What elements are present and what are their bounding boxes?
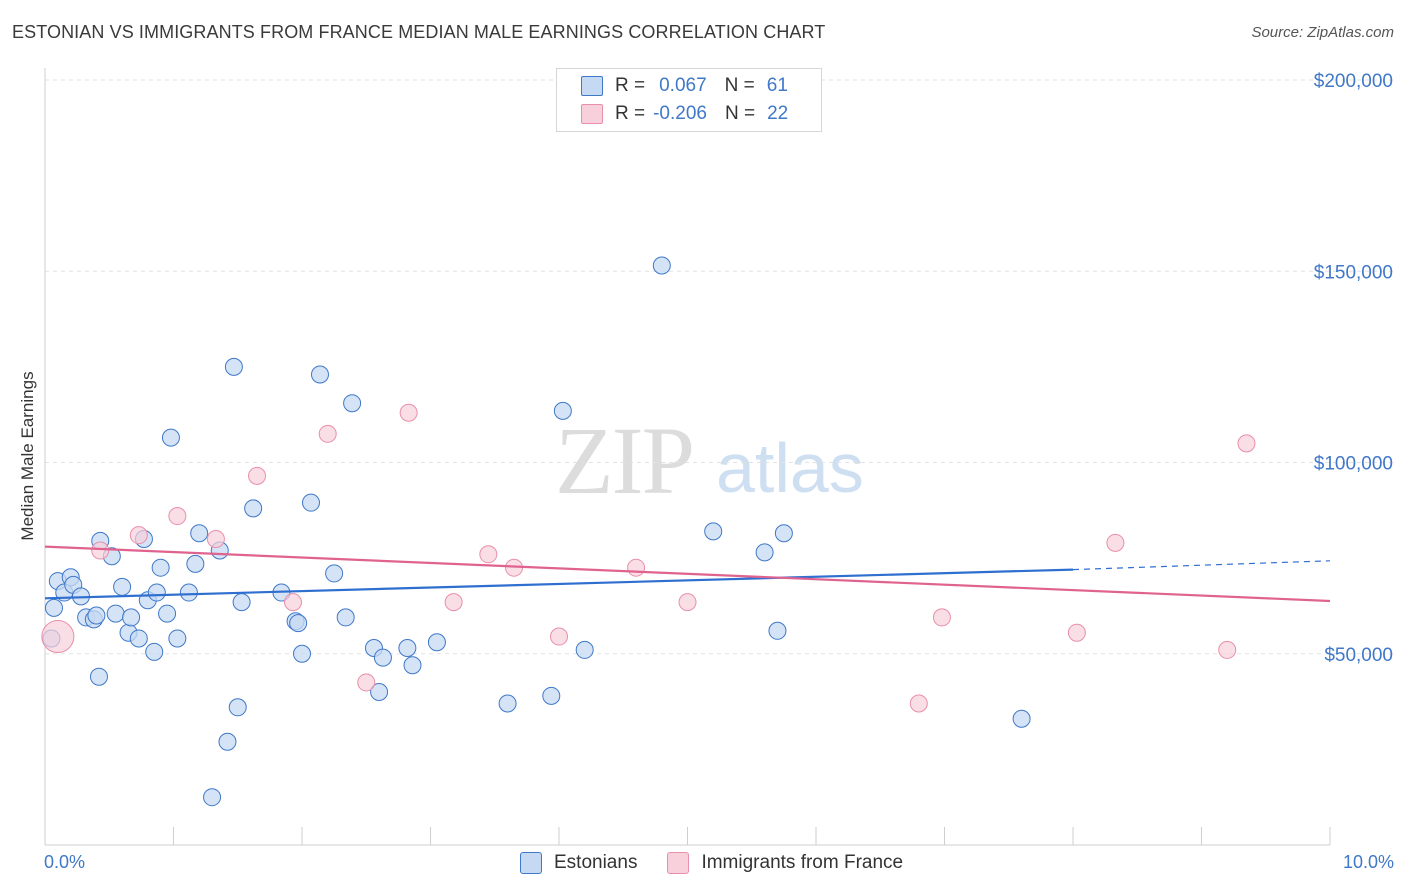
legend-label-estonians: Estonians	[554, 852, 638, 873]
x-tick-label-min: 0.0%	[44, 852, 86, 872]
france-point	[91, 541, 110, 560]
estonians-trend-extension	[1072, 560, 1331, 571]
legend-swatch-estonians	[520, 852, 542, 874]
estonians-point	[87, 606, 106, 625]
estonians-point	[310, 365, 329, 384]
france-point	[678, 593, 697, 612]
france-point	[1067, 623, 1086, 642]
legend-label-france: Immigrants from France	[701, 852, 904, 873]
estonians-point	[151, 558, 170, 577]
france-point	[932, 608, 951, 627]
france-trend-line	[44, 545, 1331, 603]
estonians-point	[147, 583, 166, 602]
y-tick-label: $50,000	[1324, 645, 1393, 666]
estonians-point	[244, 499, 263, 518]
estonians-point	[301, 493, 320, 512]
estonians-point	[224, 357, 243, 376]
estonians-point	[145, 642, 164, 661]
france-point	[550, 627, 568, 646]
estonians-point	[575, 640, 594, 659]
legend-row-france: R = -0.206 N = 22	[581, 101, 789, 127]
estonians-point	[190, 524, 209, 543]
legend-n-label: N =	[724, 75, 755, 96]
estonians-point	[232, 593, 251, 612]
estonians-point	[228, 698, 247, 717]
france-point	[909, 694, 928, 713]
estonians-point	[293, 644, 311, 663]
estonians-point	[325, 564, 344, 583]
estonians-point	[398, 639, 417, 658]
france-point	[1237, 434, 1256, 453]
estonians-point	[755, 543, 774, 562]
legend-n-label: N =	[724, 103, 756, 124]
france-point	[284, 593, 303, 612]
watermark-zip: ZIP	[555, 407, 695, 514]
legend-r-label: R =	[615, 103, 646, 124]
france-point	[1218, 640, 1237, 659]
estonians-point	[161, 428, 180, 447]
estonians-point	[179, 583, 198, 602]
x-tick-label-max: 10.0%	[1342, 852, 1394, 872]
estonians-point	[203, 788, 222, 807]
estonians-point	[553, 401, 572, 420]
series-legend: Estonians Immigrants from France	[520, 852, 903, 874]
legend-r-value: 0.067	[659, 75, 707, 96]
estonians-point	[373, 648, 392, 667]
legend-swatch-france	[667, 852, 690, 874]
france-point	[357, 673, 376, 692]
estonians-point	[218, 732, 237, 751]
estonians-point	[158, 604, 177, 623]
estonians-point	[370, 683, 389, 701]
source-label: Source: ZipAtlas.com	[1251, 24, 1394, 41]
legend-swatch-blue	[581, 76, 603, 96]
estonians-point	[403, 656, 422, 675]
estonians-point	[704, 522, 723, 541]
estonians-point	[427, 633, 446, 652]
estonians-point	[652, 256, 671, 275]
france-point	[479, 545, 498, 564]
estonians-point	[168, 629, 187, 648]
legend-r-value: -0.206	[653, 103, 707, 124]
estonians-point	[186, 554, 205, 573]
estonians-trend-line	[44, 568, 1074, 600]
legend-n-value: 22	[767, 103, 789, 124]
estonians-point	[129, 629, 148, 648]
france-point	[41, 620, 75, 654]
france-point	[399, 403, 418, 422]
france-point	[627, 558, 646, 577]
legend-r-label: R =	[615, 75, 646, 96]
legend-row-estonians: R = 0.067 N = 61	[581, 73, 788, 99]
y-tick-label: $100,000	[1314, 454, 1393, 475]
estonians-point	[774, 524, 793, 543]
france-point	[248, 466, 267, 485]
estonians-point	[289, 614, 308, 633]
france-point	[444, 593, 463, 612]
estonians-point	[498, 694, 517, 713]
estonians-point	[1012, 709, 1031, 728]
y-tick-label: $150,000	[1314, 262, 1393, 283]
france-point	[206, 530, 225, 548]
estonians-point	[122, 608, 141, 627]
france-point	[168, 507, 187, 526]
france-point	[318, 424, 337, 443]
estonians-point	[336, 608, 355, 627]
estonians-point	[113, 577, 132, 596]
estonians-point	[343, 394, 362, 413]
correlation-legend: R = 0.067 N = 61 R = -0.206 N = 22	[556, 68, 822, 132]
estonians-point	[44, 598, 63, 617]
estonians-point	[542, 686, 561, 705]
legend-n-value: 61	[766, 75, 788, 96]
estonians-point	[106, 604, 125, 623]
estonians-point	[768, 621, 787, 640]
estonians-point	[89, 667, 108, 686]
watermark-atlas: atlas	[716, 429, 864, 507]
france-point	[129, 526, 148, 545]
chart-title: ESTONIAN VS IMMIGRANTS FROM FRANCE MEDIA…	[12, 22, 826, 42]
france-point	[1106, 533, 1125, 552]
legend-swatch-pink	[581, 104, 603, 124]
y-tick-label: $200,000	[1314, 71, 1393, 92]
